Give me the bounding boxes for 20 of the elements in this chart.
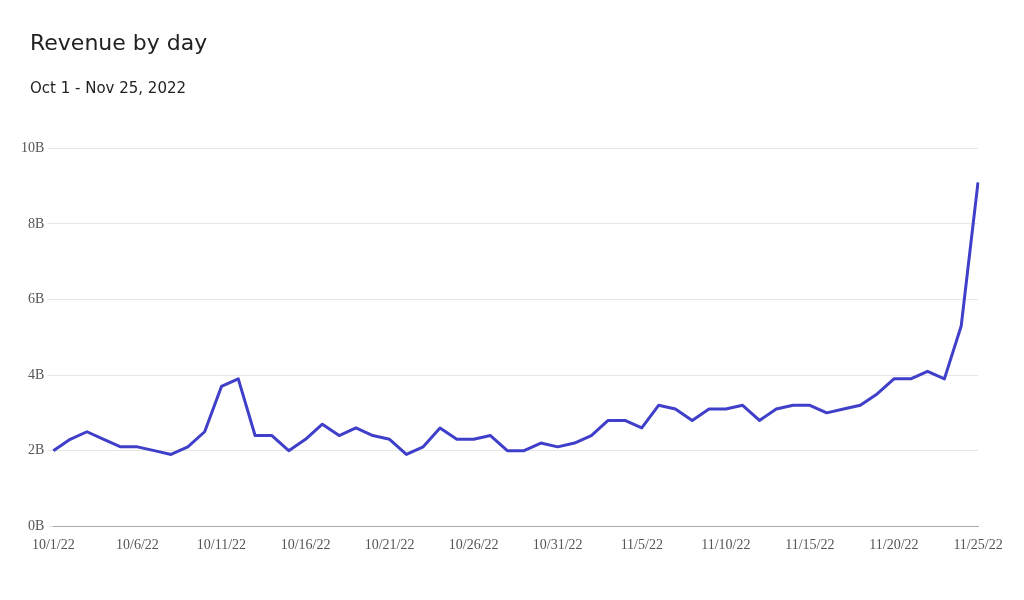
y-tick-label: 4B — [27, 366, 45, 382]
y-tick-label: 6B — [27, 291, 45, 307]
y-tick-label: 10B — [20, 140, 45, 156]
x-tick-label: 11/15/22 — [785, 537, 835, 553]
x-tick-label: 11/25/22 — [953, 537, 1003, 553]
x-tick-label: 10/11/22 — [196, 537, 247, 553]
x-tick-label: 10/1/22 — [31, 537, 75, 553]
x-tick-label: 10/16/22 — [280, 537, 331, 553]
chart-subtitle: Oct 1 - Nov 25, 2022 — [30, 79, 188, 97]
x-tick-label: 11/10/22 — [701, 537, 751, 553]
x-tick-label: 11/5/22 — [620, 537, 663, 553]
x-tick-label: 10/31/22 — [532, 537, 583, 553]
y-tick-label: 0B — [27, 517, 45, 533]
x-tick-label: 10/6/22 — [116, 537, 159, 553]
x-tick-label: 10/21/22 — [364, 537, 415, 553]
y-tick-label: 8B — [27, 215, 45, 231]
x-tick-label: 10/26/22 — [448, 537, 499, 553]
chart-title: Revenue by day — [30, 30, 209, 55]
y-tick-label: 2B — [27, 442, 45, 458]
x-tick-label: 11/20/22 — [869, 537, 919, 553]
